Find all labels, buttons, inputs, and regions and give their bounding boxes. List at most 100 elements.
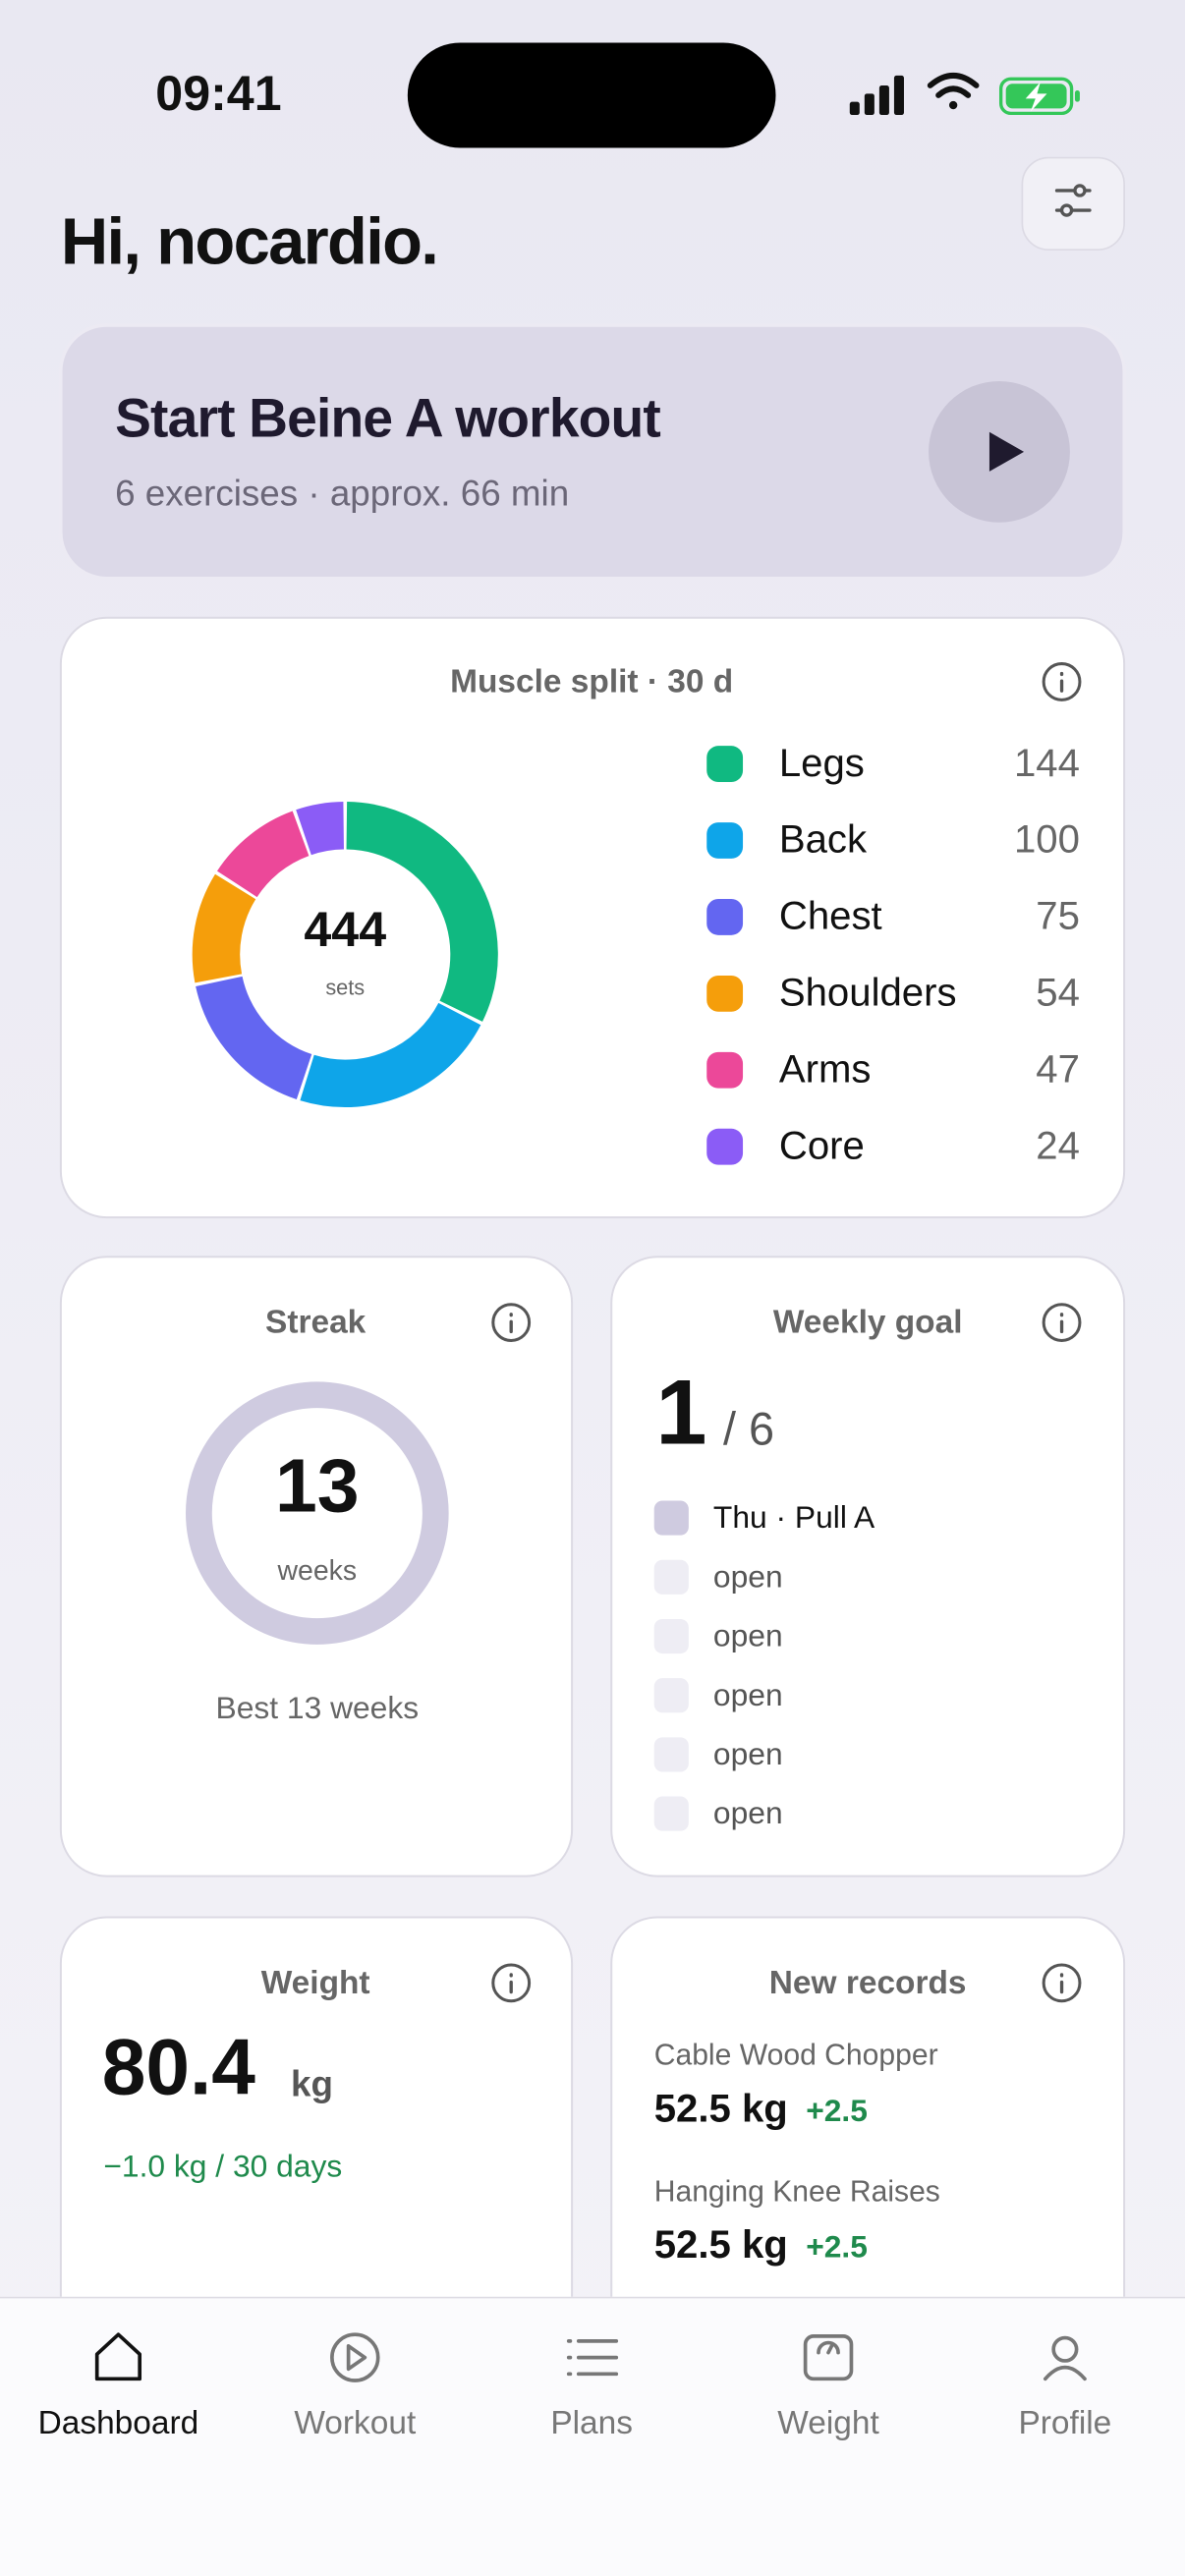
legend-label: Shoulders [779, 971, 957, 1015]
record-delta: +2.5 [806, 2093, 868, 2128]
info-circle [491, 1963, 532, 2003]
weight-unit: kg [291, 2063, 333, 2103]
legend-swatch [706, 1051, 744, 1089]
record-delta: +2.5 [806, 2229, 868, 2265]
card-title: Weekly goal [773, 1305, 963, 1341]
greeting: Hi, nocardio. [61, 205, 437, 279]
goal-item: open [713, 1618, 783, 1653]
weekly-goal-target: / 6 [723, 1404, 774, 1455]
filter-icon [1054, 184, 1092, 217]
goal-item: open [713, 1677, 783, 1712]
tab-bar [0, 2296, 1185, 2576]
home-icon [94, 2332, 142, 2381]
legend-label: Arms [779, 1047, 872, 1092]
goal-checkbox[interactable] [653, 1737, 689, 1772]
tab-label[interactable]: Weight [777, 2405, 879, 2441]
card-title: New records [769, 1965, 967, 2001]
info-button[interactable] [491, 1303, 532, 1343]
weekly-goal-card [610, 1256, 1126, 1877]
info-button[interactable] [491, 1963, 532, 2003]
card-title: Muscle split · 30 d [450, 663, 733, 700]
goal-item: Thu · Pull A [713, 1499, 875, 1535]
goal-item: open [713, 1736, 783, 1771]
donut-segment [296, 802, 345, 856]
goal-checkbox[interactable] [653, 1559, 689, 1595]
start-workout-title: Start Beine A workout [115, 387, 660, 448]
donut-segment [216, 811, 310, 898]
legend-label: Legs [779, 741, 865, 785]
signal-icon [849, 75, 904, 116]
legend-value: 75 [1036, 894, 1080, 938]
play-icon [988, 431, 1025, 472]
dynamic-island [407, 42, 776, 148]
legend-value: 47 [1036, 1047, 1080, 1092]
goal-checkbox[interactable] [653, 1678, 689, 1713]
plans-icon [566, 2339, 619, 2377]
donut-total-unit: sets [325, 975, 365, 999]
profile-icon [1043, 2335, 1087, 2381]
filter-button[interactable] [1021, 156, 1125, 252]
donut-segment [345, 802, 498, 1022]
legend-label: Chest [779, 894, 882, 938]
donut-segment [196, 976, 312, 1099]
legend-swatch [706, 975, 744, 1012]
record-name: Hanging Knee Raises [654, 2175, 940, 2208]
info-circle [491, 1303, 532, 1343]
info-circle [1042, 1963, 1082, 2003]
streak-card [59, 1256, 574, 1877]
tab-label[interactable]: Plans [550, 2405, 633, 2441]
record-value: 52.5 kg [654, 2086, 788, 2130]
donut-segment [192, 873, 256, 983]
legend-swatch [706, 899, 744, 935]
info-circle [1042, 1303, 1082, 1343]
info-button[interactable] [1042, 1303, 1082, 1343]
start-workout-card[interactable] [59, 323, 1126, 581]
card-title: Weight [261, 1965, 370, 2001]
goal-checkbox[interactable] [653, 1500, 689, 1536]
weight-change: −1.0 kg / 30 days [103, 2149, 342, 2184]
donut-total: 444 [304, 902, 386, 957]
info-button[interactable] [1042, 662, 1082, 701]
streak-ring [186, 1381, 449, 1645]
legend-label: Back [779, 817, 868, 862]
legend-value: 144 [1014, 741, 1080, 785]
card-title: Streak [265, 1305, 367, 1341]
weekly-goal-done: 1 [655, 1361, 706, 1464]
tab-label[interactable]: Dashboard [38, 2405, 199, 2441]
info-circle [1042, 662, 1082, 701]
info-button[interactable] [1042, 1963, 1082, 2003]
weekly-goal-list: Thu · Pull A open open open open open [653, 1499, 875, 1831]
legend-value: 54 [1036, 971, 1080, 1015]
streak-best: Best 13 weeks [216, 1690, 420, 1725]
goal-item: open [713, 1795, 783, 1830]
legend-swatch [706, 822, 744, 859]
donut-segment [300, 1002, 481, 1108]
legend-value: 100 [1014, 817, 1080, 862]
clock: 09:41 [155, 66, 281, 121]
weight-icon [803, 2334, 854, 2381]
donut-chart [192, 802, 498, 1108]
record-value: 52.5 kg [654, 2222, 788, 2267]
wifi-icon [927, 73, 980, 110]
streak-value: 13 [275, 1444, 360, 1529]
legend-value: 24 [1036, 1123, 1080, 1167]
legend: Legs 144 Back 100 Chest 75 Shoulders 54 Arms 47 Co… [706, 741, 1080, 1167]
goal-checkbox[interactable] [653, 1618, 689, 1654]
record-name: Cable Wood Chopper [654, 2040, 938, 2072]
weight-value: 80.4 [102, 2024, 256, 2112]
workout-icon [330, 2332, 380, 2382]
tab-labels: Dashboard Workout Plans Weight Profile [38, 2405, 1112, 2441]
goal-checkbox[interactable] [653, 1796, 689, 1831]
battery-icon [998, 77, 1080, 116]
legend-swatch [706, 1128, 744, 1165]
tab-label[interactable]: Profile [1018, 2405, 1111, 2441]
legend-label: Core [779, 1123, 865, 1167]
records-list: Cable Wood Chopper 52.5 kg +2.5 Hanging Kne… [654, 2040, 940, 2268]
start-workout-subtitle: 6 exercises · approx. 66 min [115, 474, 569, 514]
streak-unit: weeks [277, 1555, 358, 1587]
legend-swatch [706, 746, 744, 782]
goal-item: open [713, 1558, 783, 1594]
tab-label[interactable]: Workout [294, 2405, 417, 2441]
